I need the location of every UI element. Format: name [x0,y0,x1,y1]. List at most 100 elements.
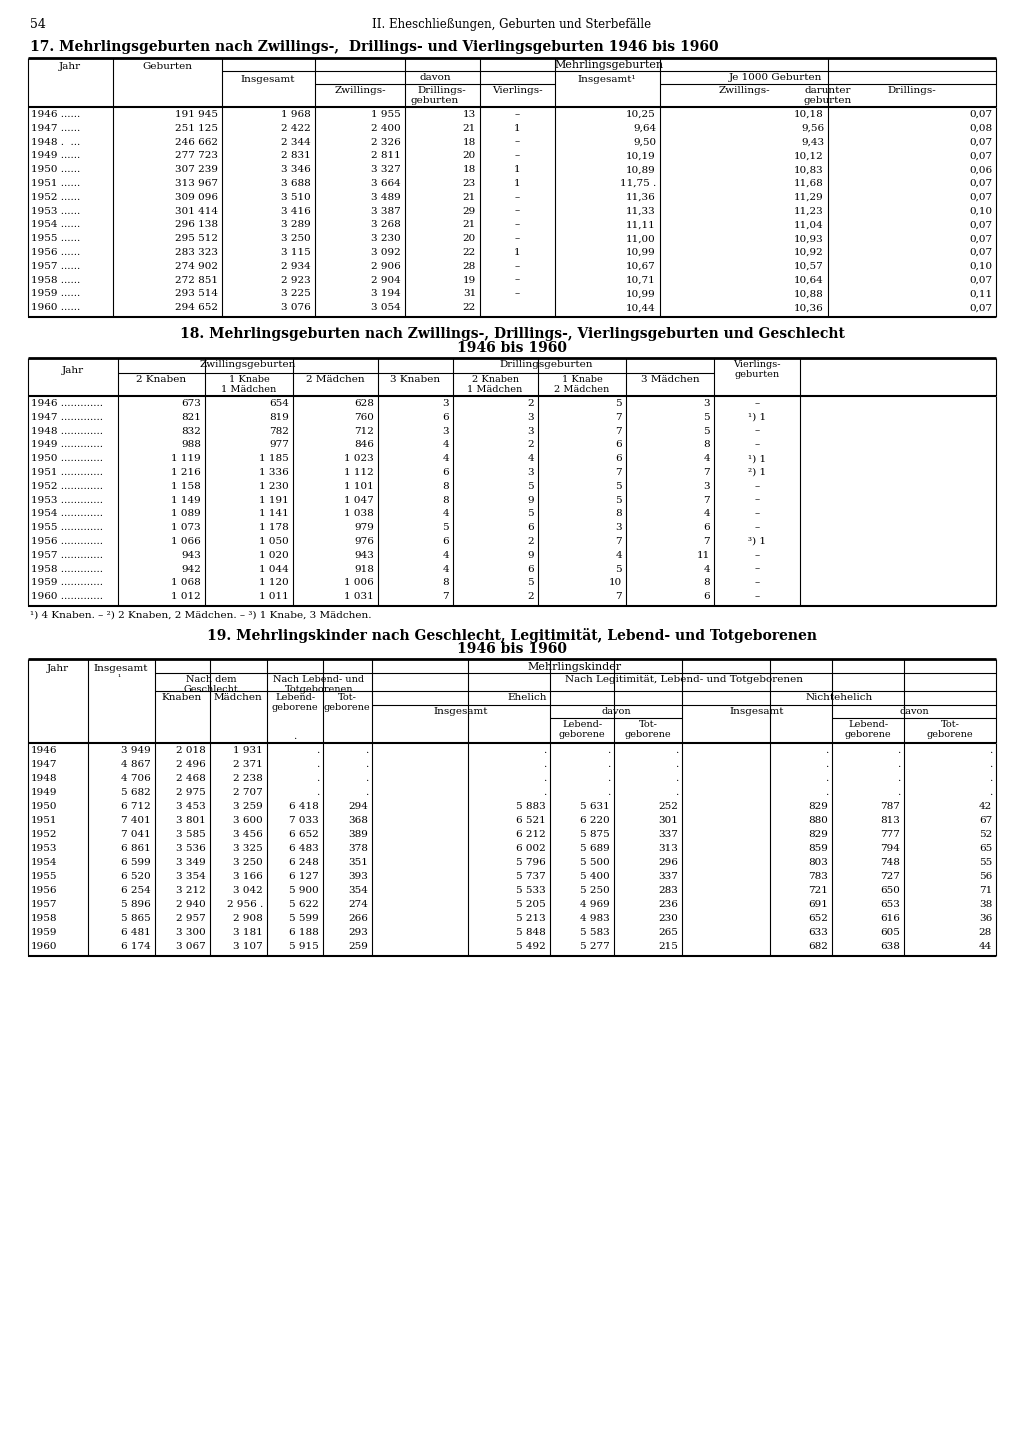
Text: ³) 1: ³) 1 [748,537,766,547]
Text: Ehelich: Ehelich [507,693,547,703]
Text: 10,36: 10,36 [795,303,824,312]
Text: .: . [897,746,900,756]
Text: 4 983: 4 983 [581,914,610,923]
Text: 11,11: 11,11 [627,220,656,229]
Text: 5: 5 [442,524,449,532]
Text: 3 107: 3 107 [233,942,263,952]
Text: 6 483: 6 483 [289,844,319,853]
Text: 5 737: 5 737 [516,871,546,881]
Text: Drillingsgeburten: Drillingsgeburten [500,361,593,369]
Text: 1946 .............: 1946 ............. [31,399,103,408]
Text: 8: 8 [442,482,449,491]
Text: .: . [293,733,297,741]
Text: 691: 691 [808,900,828,909]
Text: 1: 1 [514,124,520,133]
Text: 3 067: 3 067 [176,942,206,952]
Text: 8: 8 [615,509,622,518]
Text: darunter: darunter [805,86,851,94]
Text: 5 875: 5 875 [581,830,610,839]
Text: II. Eheschließungen, Geburten und Sterbefälle: II. Eheschließungen, Geburten und Sterbe… [373,19,651,31]
Text: 1954 ......: 1954 ...... [31,220,80,229]
Text: 1 230: 1 230 [259,482,289,491]
Text: 3: 3 [615,524,622,532]
Text: 1 178: 1 178 [259,524,289,532]
Text: 1948 .............: 1948 ............. [31,426,103,435]
Text: 6 520: 6 520 [121,871,151,881]
Text: .: . [675,746,678,756]
Text: 3: 3 [703,482,710,491]
Text: 721: 721 [808,886,828,894]
Text: 1 158: 1 158 [171,482,201,491]
Text: .: . [607,760,610,768]
Text: .: . [315,746,319,756]
Text: 1952 .............: 1952 ............. [31,482,103,491]
Text: –: – [755,495,760,505]
Text: 0,07: 0,07 [969,248,992,258]
Text: .: . [315,788,319,797]
Text: 5: 5 [527,578,534,587]
Text: 9,56: 9,56 [801,124,824,133]
Text: 859: 859 [808,844,828,853]
Text: 2 957: 2 957 [176,914,206,923]
Text: –: – [514,276,519,285]
Text: 2 904: 2 904 [372,276,401,285]
Text: Insgesamt: Insgesamt [94,664,148,673]
Text: 4 867: 4 867 [121,760,151,768]
Text: 3: 3 [442,426,449,435]
Text: .: . [607,774,610,783]
Text: 819: 819 [269,412,289,422]
Text: 2 956 .: 2 956 . [226,900,263,909]
Text: 7: 7 [703,537,710,547]
Text: 2 831: 2 831 [282,152,311,160]
Text: 42: 42 [979,801,992,811]
Text: Zwillings-: Zwillings- [334,86,386,94]
Text: 21: 21 [463,193,476,202]
Text: 6 599: 6 599 [121,859,151,867]
Text: 6 652: 6 652 [289,830,319,839]
Text: ¹) 1: ¹) 1 [748,412,766,422]
Text: 1956: 1956 [31,886,57,894]
Text: 943: 943 [354,551,374,560]
Text: –: – [755,551,760,560]
Text: 11,29: 11,29 [795,193,824,202]
Text: 979: 979 [354,524,374,532]
Text: 813: 813 [880,816,900,826]
Text: –: – [514,193,519,202]
Text: 2 707: 2 707 [233,788,263,797]
Text: .: . [543,774,546,783]
Text: 274 902: 274 902 [175,262,218,270]
Text: 1 050: 1 050 [259,537,289,547]
Text: 3 Knaben: 3 Knaben [390,375,440,384]
Text: 1947: 1947 [31,760,57,768]
Text: 4: 4 [442,551,449,560]
Text: 265: 265 [658,927,678,937]
Text: .: . [315,774,319,783]
Text: 272 851: 272 851 [175,276,218,285]
Text: 0,07: 0,07 [969,110,992,119]
Text: 6: 6 [703,524,710,532]
Text: 846: 846 [354,441,374,449]
Text: 3: 3 [703,399,710,408]
Text: 1: 1 [514,179,520,187]
Text: Tot-
geborene: Tot- geborene [927,720,974,740]
Text: 283 323: 283 323 [175,248,218,258]
Text: –: – [755,578,760,587]
Text: .: . [607,788,610,797]
Text: Tot-
geborene: Tot- geborene [324,693,371,713]
Text: 7 401: 7 401 [121,816,151,826]
Text: 293 514: 293 514 [175,289,218,299]
Text: 3 268: 3 268 [372,220,401,229]
Text: 1951 .............: 1951 ............. [31,468,103,477]
Text: 5 277: 5 277 [581,942,610,952]
Text: 13: 13 [463,110,476,119]
Text: 3 300: 3 300 [176,927,206,937]
Text: 6: 6 [527,565,534,574]
Text: –: – [755,399,760,408]
Text: Geburten: Geburten [142,62,193,72]
Text: Vierlings-: Vierlings- [492,86,543,94]
Text: –: – [514,220,519,229]
Text: 5 500: 5 500 [581,859,610,867]
Text: 19. Mehrlingskinder nach Geschlecht, Legitimität, Lebend- und Totgeborenen: 19. Mehrlingskinder nach Geschlecht, Leg… [207,628,817,643]
Text: –: – [514,289,519,299]
Text: 829: 829 [808,830,828,839]
